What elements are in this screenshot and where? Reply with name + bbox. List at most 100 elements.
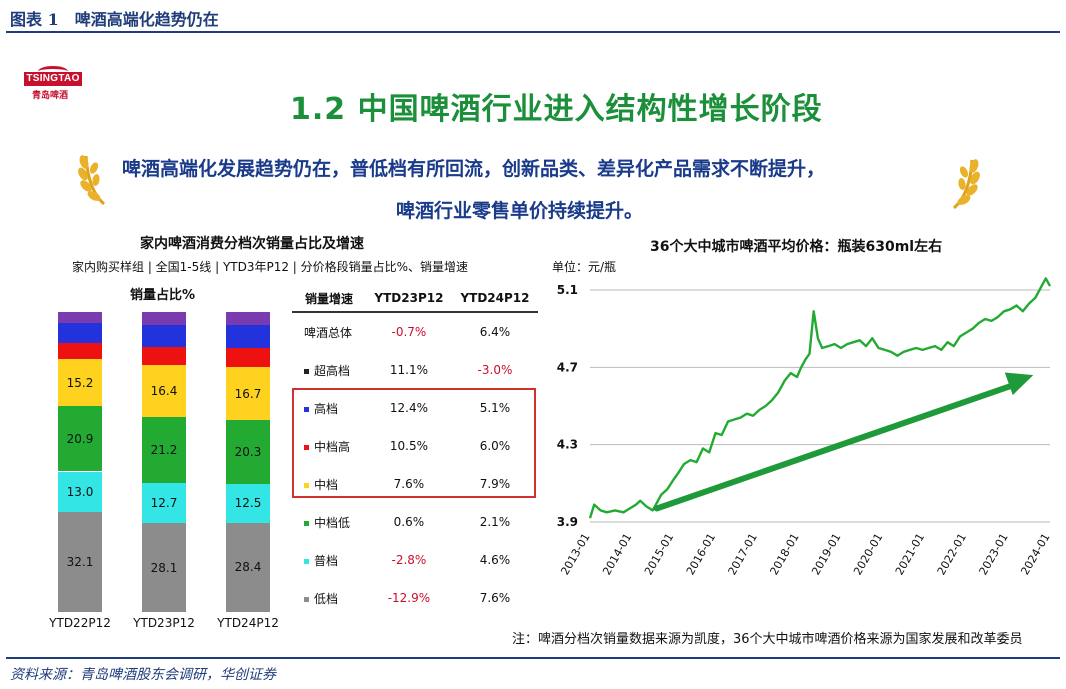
row-label: 低档 [292,579,366,617]
row-label: 超高档 [292,351,366,389]
row-label-text: 超高档 [314,363,351,378]
bottom-rule [6,657,1060,659]
value-ytd24: 7.6% [479,591,511,605]
top-rule [6,31,1060,33]
x-tick-label: 2022-01 [935,531,969,577]
bar-data-label: 15.2 [66,375,94,390]
figure-title: 图表 1 啤酒高端化趋势仍在 [10,10,219,29]
table-row: 中档 7.6% 7.9% [292,465,538,503]
bar-data-label: 28.4 [234,560,262,575]
slide-subtitle-line1: 啤酒高端化发展趋势仍在，普低档有所回流，创新品类、差异化产品需求不断提升， [122,158,826,180]
table-header: 销量增速 [292,285,366,313]
slide-title: 1.2 中国啤酒行业进入结构性增长阶段 [290,92,823,127]
bar-chart-subtitle: 家内购买样组 | 全国1-5线 | YTD3年P12 | 分价格段销量占比%、销… [72,260,469,274]
legend-marker-icon [304,482,309,488]
bar-data-label: 16.4 [150,383,178,398]
bar-segment: 20.9 [58,406,102,472]
highlight-box [292,388,536,498]
bar-data-label: 13.0 [66,484,94,499]
bar-chart-ylabel: 销量占比% [130,288,196,303]
bar-segment: 12.5 [226,483,270,523]
value-ytd23: 10.5% [389,439,428,453]
row-label-text: 中档 [314,477,339,492]
bar-segment: 15.2 [58,359,102,407]
bar-data-label: 16.7 [234,386,262,401]
value-ytd24: 7.9% [479,477,511,491]
row-label-text: 普档 [314,553,339,568]
bar-segment [58,312,102,324]
legend-marker-icon [304,444,309,450]
bar-segment: 16.7 [226,367,270,420]
logo-arc-icon [38,66,68,77]
legend-marker-icon [304,368,309,374]
wheat-left-icon [78,155,106,206]
x-tick-label: 2021-01 [893,531,927,577]
bar-data-label: 20.9 [66,431,94,446]
trend-arrow-shaft [653,380,1023,512]
bar-segment: 28.4 [226,522,270,612]
value-ytd23: 11.1% [389,363,428,377]
row-label: 中档 [292,465,366,503]
value-ytd23: 0.6% [393,515,425,529]
value-ytd24: 6.4% [479,325,511,339]
row-label: 中档低 [292,503,366,541]
growth-table: 销量增速 YTD23P12 YTD24P12 啤酒总体 -0.7% 6.4% 超高档 1… [292,285,538,617]
logo-brand: TSINGTAO [24,72,82,86]
bar-category-label: YTD22P12 [49,616,111,630]
x-tick-label: 2013-01 [558,531,592,577]
bar-segment: 32.1 [58,512,102,612]
value-ytd24: 6.0% [479,439,511,453]
value-ytd23: -0.7% [391,325,427,339]
line-chart: 3.9 4.3 4.7 5.1 2013-01 2014-01 2015-01 2016-01… [557,277,1053,577]
x-tick-label: 2017-01 [726,531,760,577]
row-label-text: 中档高 [314,439,351,454]
row-label: 啤酒总体 [292,312,366,351]
bar-segment: 13.0 [58,471,102,512]
table-row: 高档 12.4% 5.1% [292,389,538,427]
legend-marker-icon [304,596,309,602]
logo-brand-cn: 青岛啤酒 [32,91,69,101]
x-tick-label: 2015-01 [642,531,676,577]
tsingtao-logo: TSINGTAO 青岛啤酒 [24,66,84,101]
legend-marker-icon [304,520,309,526]
slide-subtitle-line2: 啤酒行业零售单价持续提升。 [396,200,644,222]
x-tick-label: 2018-01 [767,531,801,577]
bar-segment [142,346,186,365]
value-ytd24: -3.0% [477,363,513,377]
y-tick-label: 5.1 [557,283,578,297]
row-label-text: 低档 [314,591,339,606]
table-header-row: 销量增速 YTD23P12 YTD24P12 [292,285,538,313]
wheat-right-icon [952,159,980,210]
bar-category-label: YTD24P12 [217,616,279,630]
price-series-line [588,277,1052,519]
table-row: 低档 -12.9% 7.6% [292,579,538,617]
row-label-text: 啤酒总体 [304,325,353,340]
bar-segment [58,342,102,360]
bar-chart-title: 家内啤酒消费分档次销量占比及增速 [140,236,364,252]
bar-segment: 20.3 [226,419,270,484]
bar-segment [226,312,270,326]
footnote: 注：啤酒分档次销量数据来源为凯度，36个大中城市啤酒价格来源为国家发展和改革委员 [512,632,1023,647]
table-row: 普档 -2.8% 4.6% [292,541,538,579]
bar-data-label: 32.1 [66,555,94,569]
bar-segment [226,325,270,349]
bar-data-label: 20.3 [234,444,262,459]
x-tick-label: 2020-01 [851,531,885,577]
value-ytd23: 12.4% [389,401,428,415]
bar-segment: 21.2 [142,416,186,484]
x-tick-label: 2023-01 [977,531,1011,577]
x-tick-label: 2019-01 [809,531,843,577]
row-label-text: 高档 [314,401,339,416]
table-row: 中档高 10.5% 6.0% [292,427,538,465]
x-tick-label: 2014-01 [600,531,634,577]
bar-data-label: 12.7 [150,496,178,511]
y-tick-label: 4.3 [557,438,578,452]
value-ytd23: 7.6% [393,477,425,491]
bar-segment: 12.7 [142,483,186,524]
bar-data-label: 12.5 [234,496,262,511]
value-ytd24: 5.1% [479,401,511,415]
bar-segment [142,312,186,325]
x-tick-label: 2016-01 [684,531,718,577]
row-label-text: 中档低 [314,515,351,530]
table-row: 超高档 11.1% -3.0% [292,351,538,389]
